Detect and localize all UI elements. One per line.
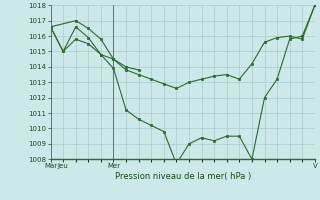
X-axis label: Pression niveau de la mer( hPa ): Pression niveau de la mer( hPa ) — [115, 172, 251, 181]
